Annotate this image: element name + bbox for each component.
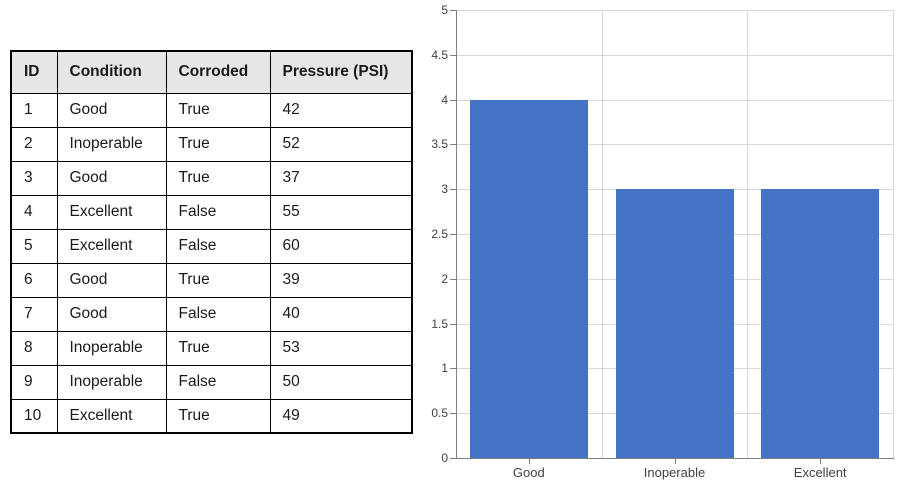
table-row: 10 Excellent True 49 <box>10 398 413 434</box>
y-axis-label: 1 <box>441 361 448 376</box>
horizontal-gridline <box>456 99 893 101</box>
y-axis-tick <box>450 234 456 235</box>
horizontal-gridline <box>456 144 893 146</box>
y-axis-tick <box>450 368 456 370</box>
table-cell-corroded: True <box>165 126 271 162</box>
y-axis-line <box>456 10 457 459</box>
y-axis-tick <box>450 278 456 280</box>
y-axis-tick <box>450 99 456 101</box>
y-axis-label: 3 <box>441 182 448 197</box>
table-cell-condition: Excellent <box>56 194 167 230</box>
x-axis-line <box>456 458 894 459</box>
table-cell-pressure-psi: 40 <box>269 296 413 332</box>
y-axis-tick <box>450 323 456 325</box>
bar-inoperable <box>615 189 734 458</box>
table-cell-pressure-psi: 60 <box>269 228 413 264</box>
y-axis-label: 2 <box>441 271 448 286</box>
y-axis-tick <box>450 413 456 415</box>
table-cell-corroded: False <box>165 296 271 332</box>
table-cell-id: 6 <box>10 262 58 298</box>
table-cell-condition: Good <box>56 262 167 298</box>
x-axis-label: Good <box>512 465 545 480</box>
table-cell-condition: Good <box>56 160 167 196</box>
table-cell-pressure-psi: 39 <box>269 262 413 298</box>
table-cell-condition: Good <box>56 296 167 332</box>
table-cell-pressure-psi: 52 <box>269 126 413 162</box>
table-cell-corroded: False <box>165 228 271 264</box>
y-axis-label: 4 <box>441 92 448 107</box>
table-cell-corroded: True <box>165 92 271 128</box>
x-axis-label: Excellent <box>793 465 847 480</box>
table-row: 6 Good True 39 <box>10 262 413 298</box>
table-row: 7 Good False 40 <box>10 296 413 332</box>
table-cell-corroded: False <box>165 364 271 400</box>
vertical-gridline <box>747 10 749 458</box>
table-cell-corroded: True <box>165 160 271 196</box>
y-axis-label: 4.5 <box>431 47 448 62</box>
table-cell-corroded: True <box>165 262 271 298</box>
table-cell-corroded: True <box>165 398 271 434</box>
table-cell-corroded: True <box>165 330 271 366</box>
y-axis-tick <box>450 54 456 56</box>
vertical-gridline <box>893 10 894 458</box>
table-cell-pressure-psi: 53 <box>269 330 413 366</box>
table-row: 3 Good True 37 <box>10 160 413 196</box>
table-cell-id: 2 <box>10 126 58 162</box>
table-header: ID Condition Corroded Pressure (PSI) <box>10 50 413 94</box>
y-axis-tick <box>450 458 456 459</box>
y-axis-label: 0.5 <box>431 406 448 421</box>
table-row: 5 Excellent False 60 <box>10 228 413 264</box>
y-axis-tick <box>450 144 456 146</box>
table-cell-id: 7 <box>10 296 58 332</box>
y-axis-label: 3.5 <box>431 137 448 152</box>
x-axis-tick <box>820 459 822 464</box>
column-header-pressure-psi: Pressure (PSI) <box>269 50 413 94</box>
y-axis-label: 0 <box>441 451 448 465</box>
table-cell-condition: Good <box>56 92 167 128</box>
table-row: 8 Inoperable True 53 <box>10 330 413 366</box>
x-axis-tick <box>528 459 530 464</box>
table-cell-id: 5 <box>10 228 58 264</box>
y-axis-label: 5 <box>441 3 448 17</box>
y-axis-label: 1.5 <box>431 316 448 331</box>
condition-table: ID Condition Corroded Pressure (PSI) 1 Good T… <box>10 50 413 434</box>
table-cell-pressure-psi: 49 <box>269 398 413 434</box>
table-body: 1 Good True 42 2 Inoperable True 52 3 Good True 37 4… <box>10 92 413 434</box>
x-axis-label: Inoperable <box>643 465 706 480</box>
horizontal-gridline <box>456 54 893 56</box>
y-axis-label: 2.5 <box>431 227 448 241</box>
table-cell-id: 4 <box>10 194 58 230</box>
bar-good <box>469 99 588 458</box>
table-cell-condition: Excellent <box>56 398 167 434</box>
horizontal-gridline <box>456 10 893 11</box>
table-cell-id: 8 <box>10 330 58 366</box>
y-axis-tick <box>450 189 456 191</box>
y-axis-tick <box>450 10 456 11</box>
table-cell-condition: Inoperable <box>56 330 167 366</box>
bar-excellent <box>761 189 880 458</box>
table-row: 1 Good True 42 <box>10 92 413 128</box>
table-cell-pressure-psi: 50 <box>269 364 413 400</box>
table-cell-pressure-psi: 37 <box>269 160 413 196</box>
table-row: 9 Inoperable False 50 <box>10 364 413 400</box>
table-cell-pressure-psi: 42 <box>269 92 413 128</box>
vertical-gridline <box>601 10 603 458</box>
table-cell-id: 3 <box>10 160 58 196</box>
table-header-row: ID Condition Corroded Pressure (PSI) <box>10 50 413 94</box>
x-axis-tick <box>674 459 676 464</box>
table-cell-condition: Inoperable <box>56 364 167 400</box>
